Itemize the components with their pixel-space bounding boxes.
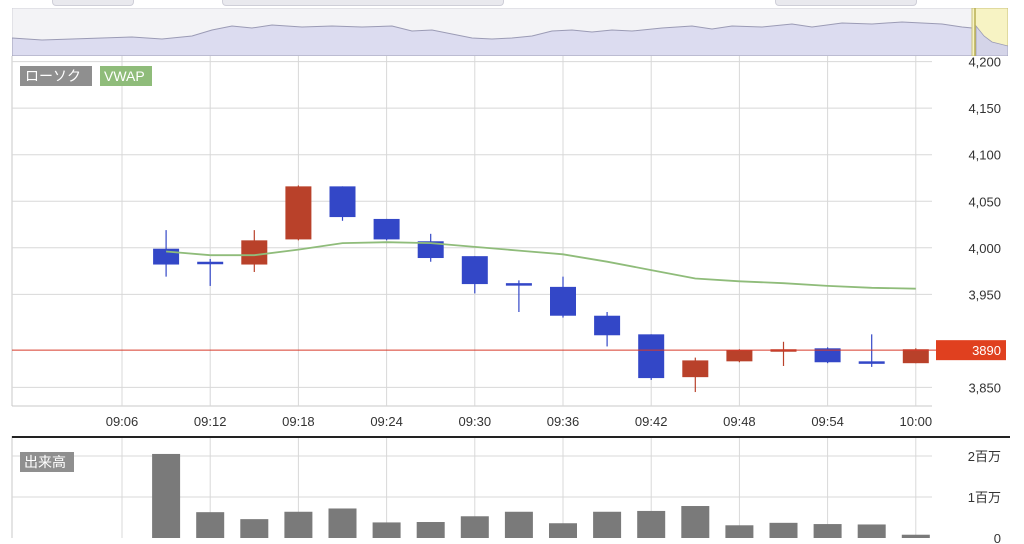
y-tick-label: 4,000 [968,241,1001,256]
legend-vwap[interactable]: VWAP [100,66,152,86]
candle-body [550,286,576,316]
candle-body [373,218,400,240]
y-tick-label: 4,050 [968,194,1001,209]
candle-body [858,361,885,364]
current-price-marker: 3890 [12,340,1006,361]
candle-body [153,248,180,265]
candlestick [285,185,312,241]
volume-bar [416,522,445,538]
legend-candle-label: ローソク [25,68,81,84]
legend-volume: 出来高 [20,452,74,472]
candlestick [241,230,268,272]
volume-bar [857,524,886,538]
navigator-tab-center[interactable] [222,0,504,6]
y-tick-label: 3,850 [968,380,1001,395]
candlestick [505,280,532,313]
candlestick [461,256,488,294]
current-price-badge [936,340,1006,361]
vwap-line [166,241,916,290]
volume-bar [813,524,842,538]
navigator-panel[interactable] [12,8,1008,56]
legend-candle[interactable]: ローソク [20,66,92,86]
candlestick [373,218,400,241]
volume-bar [460,516,489,538]
candlestick [594,312,621,347]
candle-body [726,350,753,362]
candlestick [417,233,444,262]
y-tick-label: 4,150 [968,101,1001,116]
y-tick-label: 3,950 [968,287,1001,302]
x-tick-label: 09:06 [106,414,139,429]
volume-bar [637,510,666,538]
x-tick-label: 09:24 [370,414,403,429]
volume-bar [284,511,313,538]
x-tick-label: 09:42 [635,414,668,429]
candlestick [153,230,180,277]
candlestick [550,276,576,318]
x-tick-label: 09:30 [459,414,492,429]
volume-bars [152,453,930,538]
current-price-label: 3890 [972,343,1001,358]
legend-vwap-label: VWAP [104,68,145,84]
volume-bar [769,522,798,538]
candlestick [902,348,929,364]
navigator-tab-right[interactable] [775,0,917,6]
candle-body [682,360,709,378]
candlestick [770,341,797,366]
volume-bar [240,519,269,538]
volume-bar [725,525,754,538]
x-tick-label: 09:12 [194,414,227,429]
candle-body [285,186,312,240]
candlestick [726,349,753,363]
candle-body [329,186,356,218]
price-volume-chart: 09:06 09:12 09:18 09:24 09:30 09:36 09:42 09:48… [11,56,1010,544]
axis-labels: 09:06 09:12 09:18 09:24 09:30 09:36 09:42 09:48… [106,56,1001,544]
volume-bar [152,453,181,538]
candlestick [682,357,709,393]
vwap-series [166,241,916,290]
volume-bar [196,512,225,538]
volume-bar [901,534,930,538]
candle-body [417,241,444,259]
candle-body [814,348,841,363]
x-tick-label: 09:36 [547,414,580,429]
candle-body [241,240,268,265]
candlestick [197,258,224,286]
x-tick-label: 09:48 [723,414,756,429]
navigator-overview-area [12,21,973,56]
y-tick-label: 4,200 [968,56,1001,70]
volume-y-tick-label: 2百万 [968,449,1001,464]
volume-bar [328,508,357,538]
candle-body [638,334,665,379]
volume-y-tick-label: 1百万 [968,490,1001,505]
x-tick-label: 09:18 [282,414,315,429]
candlesticks [153,185,929,393]
candle-body [902,349,929,364]
volume-bar [681,506,710,538]
volume-bar [593,511,622,538]
candlestick [329,186,356,221]
navigator-tab-left[interactable] [52,0,134,6]
chart-grid [11,56,1010,538]
volume-bar [372,522,401,538]
x-tick-label: 09:54 [811,414,844,429]
candle-body [197,261,224,265]
volume-y-tick-label: 0 [994,531,1001,544]
volume-bar [549,523,577,538]
candle-body [594,315,621,336]
candle-body [461,256,488,285]
x-tick-label: 10:00 [900,414,933,429]
legend-volume-label: 出来高 [24,454,66,470]
volume-bar [504,511,533,538]
candlestick [638,334,665,380]
y-tick-label: 4,100 [968,148,1001,163]
candle-body [505,283,532,286]
